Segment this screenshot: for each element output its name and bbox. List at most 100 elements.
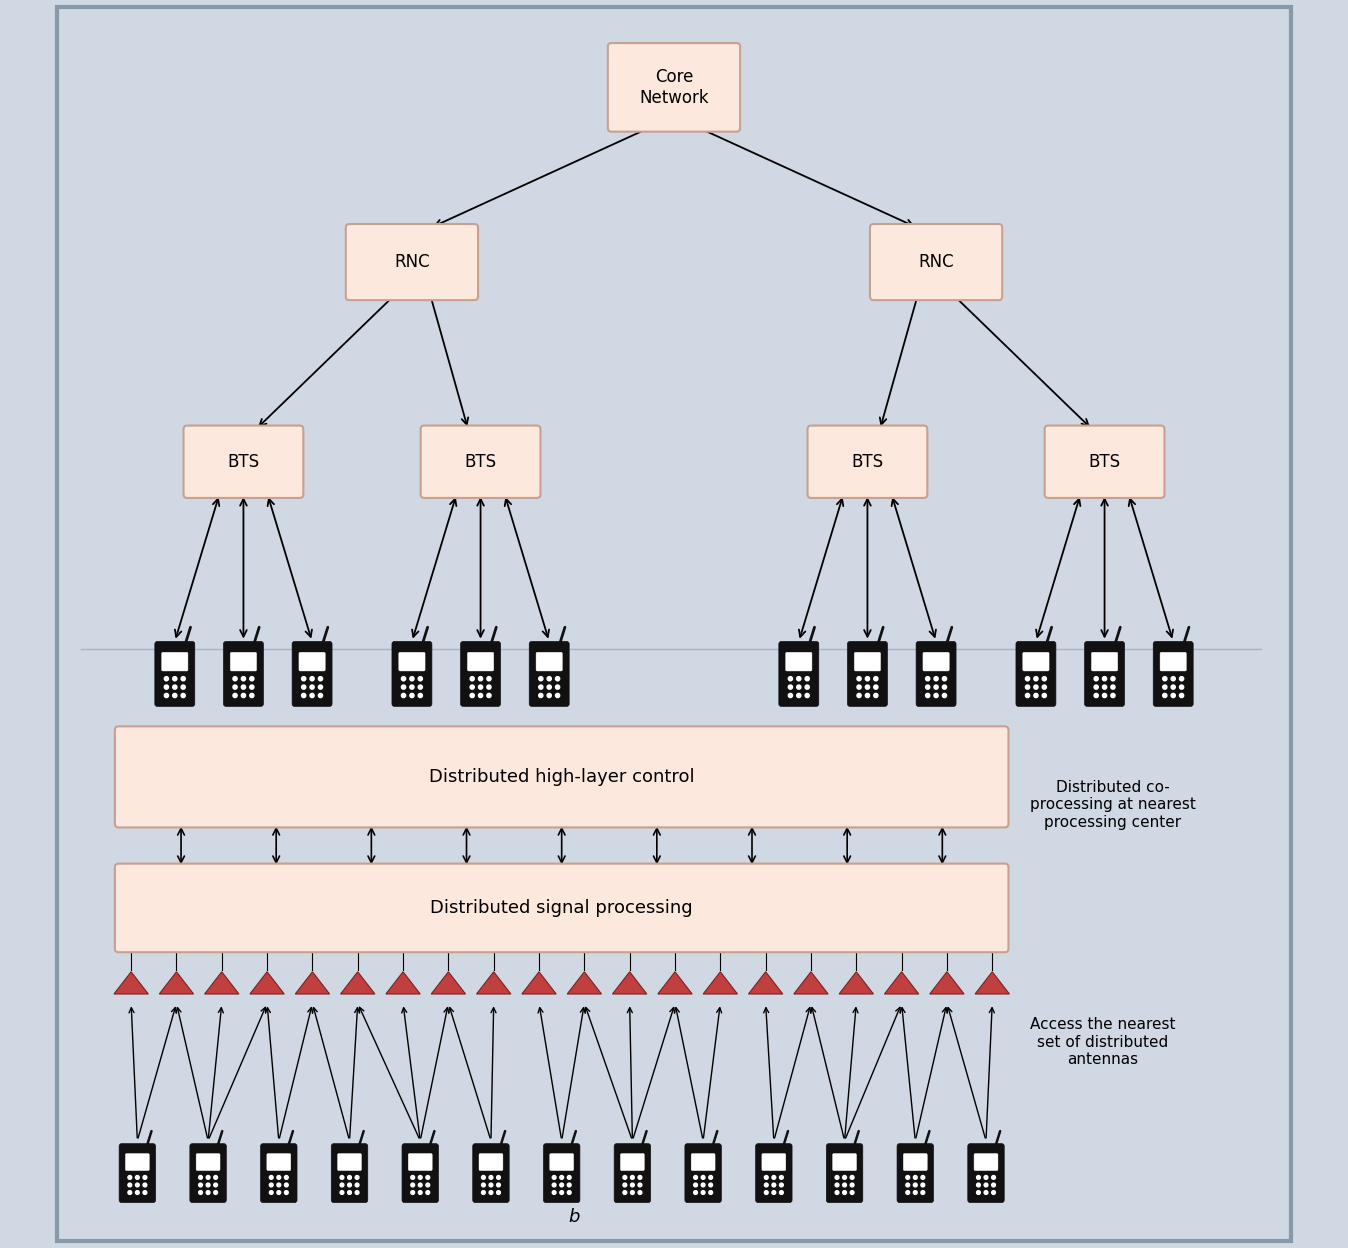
Circle shape — [559, 1191, 563, 1194]
Circle shape — [1095, 685, 1099, 689]
Circle shape — [164, 694, 168, 698]
Circle shape — [921, 1191, 925, 1194]
Circle shape — [410, 694, 414, 698]
Circle shape — [143, 1191, 147, 1194]
Circle shape — [1163, 685, 1167, 689]
Circle shape — [418, 1183, 422, 1187]
Circle shape — [241, 676, 245, 681]
Circle shape — [135, 1176, 139, 1179]
FancyBboxPatch shape — [231, 653, 256, 671]
Circle shape — [1111, 694, 1115, 698]
Circle shape — [249, 685, 253, 689]
Circle shape — [631, 1191, 635, 1194]
Circle shape — [539, 685, 543, 689]
Circle shape — [539, 694, 543, 698]
Circle shape — [934, 676, 938, 681]
Circle shape — [865, 676, 869, 681]
Circle shape — [302, 694, 306, 698]
Circle shape — [143, 1183, 147, 1187]
Text: b: b — [569, 1208, 580, 1226]
Circle shape — [851, 1191, 855, 1194]
FancyBboxPatch shape — [685, 1143, 721, 1203]
Circle shape — [249, 694, 253, 698]
Polygon shape — [249, 972, 284, 993]
Circle shape — [276, 1191, 280, 1194]
Circle shape — [206, 1176, 210, 1179]
Circle shape — [874, 676, 878, 681]
Circle shape — [1180, 676, 1184, 681]
Circle shape — [270, 1191, 274, 1194]
Circle shape — [198, 1183, 202, 1187]
Text: BTS: BTS — [228, 453, 260, 470]
FancyBboxPatch shape — [115, 726, 1008, 827]
Circle shape — [568, 1176, 572, 1179]
Circle shape — [1042, 694, 1046, 698]
Circle shape — [310, 694, 314, 698]
FancyBboxPatch shape — [869, 225, 1002, 300]
Circle shape — [411, 1191, 415, 1194]
FancyBboxPatch shape — [1092, 653, 1117, 671]
FancyBboxPatch shape — [1016, 641, 1055, 706]
Polygon shape — [658, 972, 692, 993]
Polygon shape — [838, 972, 874, 993]
Circle shape — [559, 1176, 563, 1179]
Circle shape — [481, 1183, 485, 1187]
FancyBboxPatch shape — [1161, 653, 1186, 671]
FancyBboxPatch shape — [537, 653, 562, 671]
FancyBboxPatch shape — [807, 426, 927, 498]
Circle shape — [857, 685, 861, 689]
Circle shape — [470, 685, 474, 689]
Circle shape — [851, 1176, 855, 1179]
Circle shape — [418, 685, 422, 689]
Circle shape — [851, 1183, 855, 1187]
Circle shape — [797, 694, 801, 698]
Circle shape — [805, 676, 809, 681]
Circle shape — [402, 694, 406, 698]
Circle shape — [1111, 676, 1115, 681]
Circle shape — [638, 1183, 642, 1187]
Circle shape — [1042, 685, 1046, 689]
FancyBboxPatch shape — [786, 653, 811, 671]
Circle shape — [764, 1176, 768, 1179]
Circle shape — [1034, 676, 1038, 681]
Circle shape — [701, 1191, 705, 1194]
Circle shape — [206, 1191, 210, 1194]
FancyBboxPatch shape — [855, 653, 880, 671]
Text: BTS: BTS — [465, 453, 496, 470]
Circle shape — [1034, 694, 1038, 698]
Circle shape — [553, 1183, 555, 1187]
Circle shape — [865, 694, 869, 698]
Circle shape — [1026, 694, 1030, 698]
Circle shape — [479, 694, 483, 698]
Circle shape — [709, 1183, 713, 1187]
Circle shape — [241, 694, 245, 698]
Circle shape — [926, 676, 930, 681]
Circle shape — [233, 676, 237, 681]
Circle shape — [914, 1191, 917, 1194]
FancyBboxPatch shape — [392, 641, 431, 706]
Polygon shape — [115, 972, 148, 993]
Circle shape — [418, 676, 422, 681]
FancyBboxPatch shape — [461, 641, 500, 706]
Circle shape — [496, 1183, 500, 1187]
FancyBboxPatch shape — [1085, 641, 1124, 706]
Circle shape — [857, 694, 861, 698]
FancyBboxPatch shape — [468, 653, 493, 671]
Circle shape — [638, 1191, 642, 1194]
Circle shape — [1034, 685, 1038, 689]
FancyBboxPatch shape — [543, 1143, 580, 1203]
Circle shape — [318, 676, 322, 681]
Circle shape — [701, 1183, 705, 1187]
Circle shape — [410, 685, 414, 689]
Circle shape — [836, 1191, 838, 1194]
Circle shape — [276, 1176, 280, 1179]
Circle shape — [173, 676, 177, 681]
Circle shape — [559, 1183, 563, 1187]
Circle shape — [984, 1183, 988, 1187]
Circle shape — [143, 1176, 147, 1179]
Circle shape — [709, 1191, 713, 1194]
Circle shape — [214, 1191, 217, 1194]
FancyBboxPatch shape — [620, 1153, 644, 1171]
Circle shape — [1103, 694, 1107, 698]
Text: Access the nearest
set of distributed
antennas: Access the nearest set of distributed an… — [1030, 1017, 1175, 1067]
